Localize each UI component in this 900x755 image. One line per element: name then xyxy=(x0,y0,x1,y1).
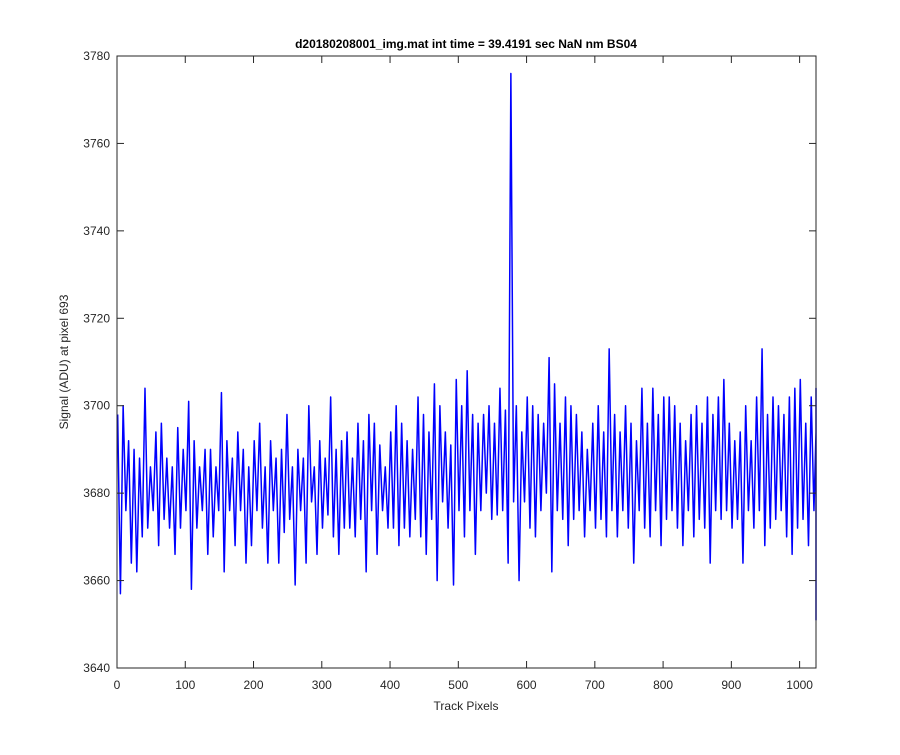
y-tick-label: 3660 xyxy=(83,574,110,588)
chart-title: d20180208001_img.mat int time = 39.4191 … xyxy=(295,37,637,51)
y-tick-label: 3700 xyxy=(83,399,110,413)
y-axis-label: Signal (ADU) at pixel 693 xyxy=(57,294,71,429)
x-tick-label: 1000 xyxy=(786,678,813,692)
y-tick-label: 3680 xyxy=(83,486,110,500)
x-tick-label: 800 xyxy=(653,678,673,692)
y-tick-label: 3780 xyxy=(83,49,110,63)
data-layer xyxy=(116,72,817,621)
axes-box xyxy=(116,55,817,669)
y-axis: 3640 3660 3680 3700 3720 3740 3760 3780 xyxy=(83,49,816,675)
x-tick-label: 200 xyxy=(244,678,264,692)
x-tick-label: 500 xyxy=(448,678,468,692)
series-line xyxy=(116,72,817,621)
x-tick-label: 300 xyxy=(312,678,332,692)
x-tick-label: 700 xyxy=(585,678,605,692)
y-tick-label: 3720 xyxy=(83,311,110,325)
y-tick-label: 3640 xyxy=(83,661,110,675)
x-axis: 0 100 200 300 400 500 600 700 800 900 1000 xyxy=(114,56,813,692)
plot-area xyxy=(117,56,816,668)
x-tick-label: 400 xyxy=(380,678,400,692)
x-axis-label: Track Pixels xyxy=(434,699,499,713)
x-tick-label: 600 xyxy=(517,678,537,692)
x-tick-label: 0 xyxy=(114,678,121,692)
x-tick-label: 900 xyxy=(721,678,741,692)
y-tick-label: 3740 xyxy=(83,224,110,238)
x-tick-label: 100 xyxy=(175,678,195,692)
y-tick-label: 3760 xyxy=(83,136,110,150)
